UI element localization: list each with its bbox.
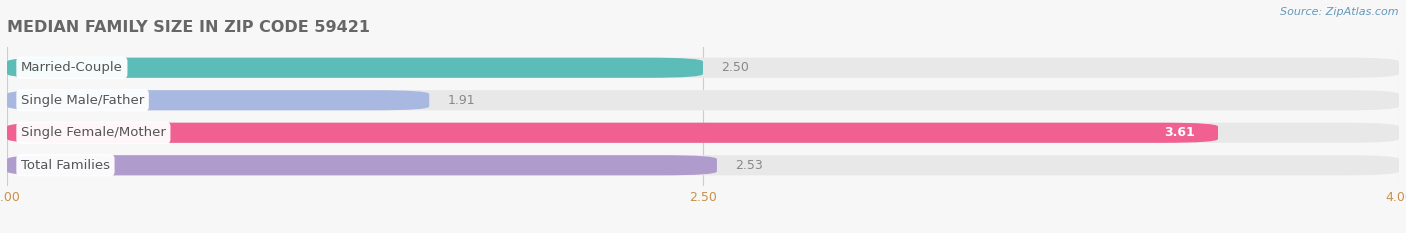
Text: Single Female/Mother: Single Female/Mother [21, 126, 166, 139]
FancyBboxPatch shape [7, 58, 703, 78]
Text: 2.50: 2.50 [721, 61, 749, 74]
Text: 3.61: 3.61 [1164, 126, 1195, 139]
Text: 2.53: 2.53 [735, 159, 763, 172]
Text: Source: ZipAtlas.com: Source: ZipAtlas.com [1281, 7, 1399, 17]
FancyBboxPatch shape [7, 123, 1218, 143]
Text: Single Male/Father: Single Male/Father [21, 94, 145, 107]
FancyBboxPatch shape [7, 155, 1399, 175]
FancyBboxPatch shape [7, 123, 1399, 143]
Text: 1.91: 1.91 [447, 94, 475, 107]
FancyBboxPatch shape [7, 155, 717, 175]
Text: Married-Couple: Married-Couple [21, 61, 122, 74]
Text: MEDIAN FAMILY SIZE IN ZIP CODE 59421: MEDIAN FAMILY SIZE IN ZIP CODE 59421 [7, 21, 370, 35]
FancyBboxPatch shape [7, 90, 1399, 110]
FancyBboxPatch shape [7, 90, 429, 110]
FancyBboxPatch shape [7, 58, 1399, 78]
Text: Total Families: Total Families [21, 159, 110, 172]
